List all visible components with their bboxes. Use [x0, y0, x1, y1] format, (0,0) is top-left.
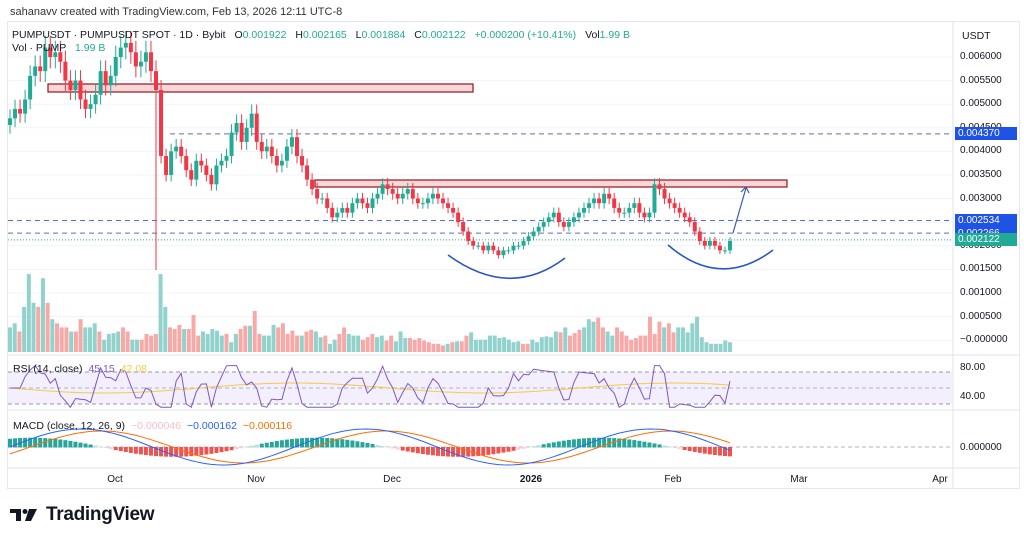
- low-value: 0.001884: [361, 29, 406, 41]
- price-tick: 0.004500: [960, 122, 1002, 133]
- time-tick: Oct: [107, 474, 123, 485]
- rsi-axis-40: 40.00: [960, 391, 986, 402]
- close-label: C: [414, 29, 422, 41]
- horizontal-levels: [8, 133, 952, 241]
- time-tick: Dec: [383, 474, 401, 485]
- brand-name: TradingView: [46, 504, 155, 525]
- macd-lines: [8, 428, 732, 466]
- change-value: +0.000200 (+10.41%): [474, 29, 577, 41]
- price-tag: 0.002122: [955, 233, 1017, 247]
- rounded-bottom-arc-1[interactable]: [447, 254, 566, 280]
- price-tick: 0.004000: [960, 145, 1002, 157]
- arrow-head-icon: [740, 185, 750, 194]
- volume-bars: [8, 274, 732, 352]
- volume-series-value: 1.99 B: [75, 42, 106, 54]
- rsi-legend[interactable]: RSI (14, close) 45.15 42.08: [13, 363, 147, 375]
- macd-value: −0.000162: [186, 420, 237, 432]
- price-tick: 0.003500: [960, 169, 1002, 180]
- macd-histogram-value: −0.000046: [131, 420, 181, 432]
- volume-legend[interactable]: Vol · PUMP 1.99 B: [12, 42, 105, 54]
- macd-axis-zero: 0.000000: [960, 442, 1002, 453]
- price-tag: 0.004370: [955, 127, 1017, 141]
- attribution-text: sahanavv created with TradingView.com, F…: [10, 6, 343, 18]
- close-value: 0.002122: [421, 29, 466, 41]
- price-tick: 0.000500: [960, 310, 1002, 322]
- price-unit-label[interactable]: USDT: [962, 30, 991, 42]
- price-tick: 0.001000: [960, 287, 1002, 298]
- price-tick: −0.000000: [960, 334, 1008, 346]
- time-tick: Mar: [790, 474, 808, 485]
- time-tick: Nov: [247, 474, 265, 485]
- rsi-label: RSI (14, close): [13, 363, 83, 375]
- tradingview-logo[interactable]: TradingView: [10, 504, 155, 526]
- high-label: H: [295, 29, 303, 41]
- volume-series-label: Vol · PUMP: [12, 42, 67, 54]
- price-tag: 0.002534: [955, 213, 1017, 227]
- resistance-zones[interactable]: [47, 83, 788, 188]
- time-tick: 2026: [519, 474, 543, 485]
- breakout-arrow[interactable]: [732, 187, 747, 234]
- rsi-value: 45.15: [88, 363, 115, 375]
- price-tick: 0.005500: [960, 74, 1002, 86]
- open-value: 0.001922: [242, 29, 287, 41]
- rsi-lines: [9, 364, 731, 409]
- macd-signal-value: −0.000116: [242, 420, 293, 432]
- vol-value: 1.99 B: [599, 29, 631, 41]
- price-tick: 0.003000: [960, 192, 1002, 204]
- rounded-bottom-arc-2[interactable]: [667, 244, 774, 270]
- macd-label: MACD (close, 12, 26, 9): [13, 420, 126, 432]
- tradingview-logo-icon: [10, 509, 37, 521]
- chart-frame: [7, 21, 1020, 489]
- rsi-ma-value: 42.08: [120, 363, 148, 375]
- low-label: L: [355, 29, 362, 41]
- time-tick: Feb: [664, 474, 682, 485]
- symbol-legend[interactable]: PUMPUSDT · PUMPUSDT SPOT · 1D · Bybit O0…: [12, 29, 630, 41]
- time-tick: Apr: [932, 474, 948, 485]
- rsi-axis-80: 80.00: [960, 362, 986, 373]
- symbol-title: PUMPUSDT · PUMPUSDT SPOT · 1D · Bybit: [12, 29, 226, 41]
- price-tick: 0.006000: [960, 51, 1002, 62]
- grid-lines: [8, 56, 1020, 411]
- high-value: 0.002165: [302, 29, 347, 41]
- open-label: O: [234, 29, 243, 41]
- price-tick: 0.001500: [960, 263, 1002, 275]
- macd-legend[interactable]: MACD (close, 12, 26, 9) −0.000046 −0.00016…: [13, 420, 292, 432]
- candlesticks: [8, 30, 732, 270]
- vol-label: Vol: [585, 29, 600, 41]
- price-tick: 0.005000: [960, 98, 1002, 110]
